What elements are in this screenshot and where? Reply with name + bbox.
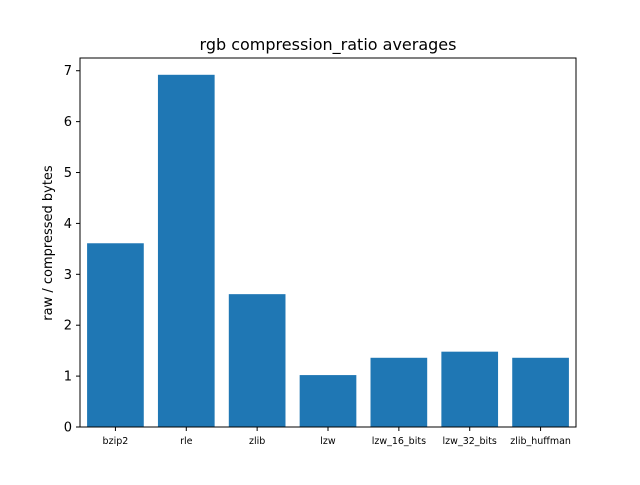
x-tick-label: lzw_32_bits [443,436,497,447]
y-tick-label: 2 [64,319,72,334]
chart-title: rgb compression_ratio averages [200,35,457,55]
y-ticks-group: 0 1 2 3 4 5 6 7 [64,64,80,436]
y-axis-label: raw / compressed bytes [41,165,56,321]
x-tick-label: lzw_16_bits [372,436,426,447]
x-tick-label: lzw [320,436,336,447]
bar-zlib_huffman [512,357,569,427]
x-tick-label: rle [180,436,193,447]
y-tick-label: 3 [64,268,72,283]
x-ticks-group: bzip2 rle zlib lzw lzw_16_bits lzw_32_bits zli… [103,427,571,447]
bar-lzw_32_bits [441,351,499,427]
x-tick-label: zlib [249,436,265,447]
y-tick-label: 5 [64,166,72,181]
bar-zlib [228,294,286,427]
bars-group [87,74,569,427]
x-tick-label: bzip2 [103,436,129,447]
bar-lzw_16_bits [370,357,428,427]
bar-rle [157,74,215,427]
y-tick-label: 6 [64,115,72,130]
y-tick-label: 0 [64,421,72,436]
bar-bzip2 [87,243,144,427]
x-tick-label: zlib_huffman [510,436,571,447]
y-tick-label: 4 [64,217,72,232]
y-tick-label: 1 [64,370,72,385]
y-tick-label: 7 [64,64,72,79]
plot-frame [79,57,577,428]
bar-lzw [299,375,357,427]
